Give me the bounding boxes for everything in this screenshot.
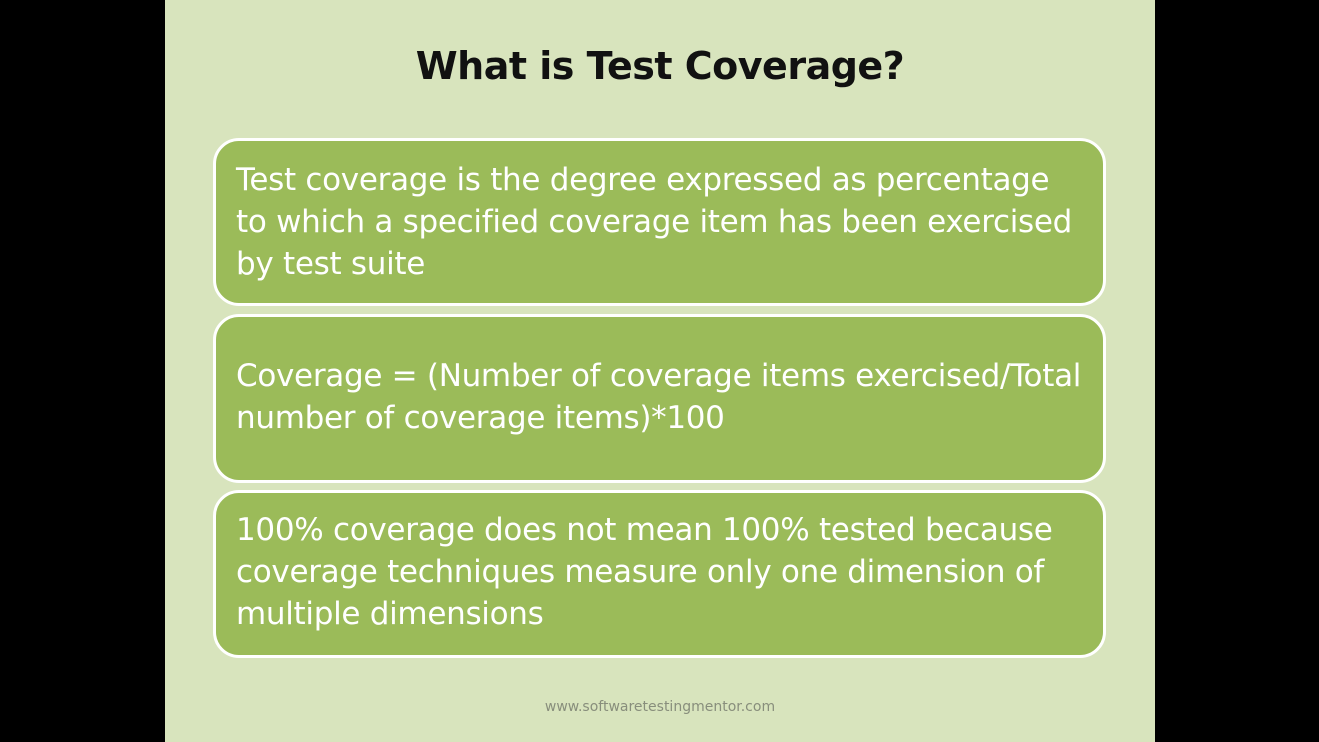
formula-box: Coverage = (Number of coverage items exe… <box>213 314 1106 483</box>
slide-title: What is Test Coverage? <box>415 44 905 88</box>
formula-text: Coverage = (Number of coverage items exe… <box>236 358 1082 436</box>
footer-url: www.softwaretestingmentor.com <box>544 699 776 715</box>
presentation-slide: What is Test Coverage? Test coverage is … <box>165 0 1155 742</box>
note-text: 100% coverage does not mean 100% tested … <box>236 512 1053 632</box>
definition-text: Test coverage is the degree expressed as… <box>236 162 1073 282</box>
definition-box: Test coverage is the degree expressed as… <box>213 138 1106 306</box>
note-box: 100% coverage does not mean 100% tested … <box>213 490 1106 658</box>
